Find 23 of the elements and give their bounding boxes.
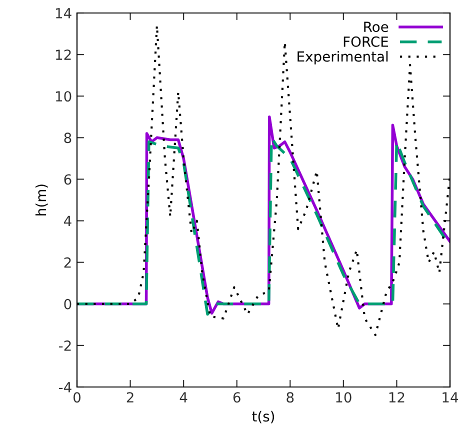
y-tick-label: 6 xyxy=(64,174,72,185)
x-axis-title: t(s) xyxy=(252,410,274,424)
y-axis-title: h(m) xyxy=(35,184,48,216)
y-tick-label: 10 xyxy=(56,91,72,102)
x-tick-label: 12 xyxy=(389,392,404,402)
x-tick-label: 14 xyxy=(442,392,458,402)
y-tick-label: 12 xyxy=(56,50,71,60)
y-tick-label: -2 xyxy=(58,340,71,351)
y-tick-label: -4 xyxy=(58,382,72,392)
y-tick-label: 2 xyxy=(64,257,71,268)
y-tick-label: 14 xyxy=(56,8,72,18)
y-tick-label: 8 xyxy=(64,132,72,144)
x-tick-label: 4 xyxy=(180,392,188,402)
x-tick-label: 0 xyxy=(73,392,80,403)
x-tick-label: 10 xyxy=(336,392,352,403)
y-tick-label: 4 xyxy=(64,216,72,226)
x-tick-label: 2 xyxy=(126,392,134,402)
x-tick-label: 8 xyxy=(286,392,294,403)
legend-label: FORCE xyxy=(344,36,388,47)
y-tick-label: 0 xyxy=(64,298,72,310)
legend-label: Roe xyxy=(364,22,388,32)
legend-label: Experimental xyxy=(298,50,388,64)
x-tick-label: 6 xyxy=(233,392,240,403)
